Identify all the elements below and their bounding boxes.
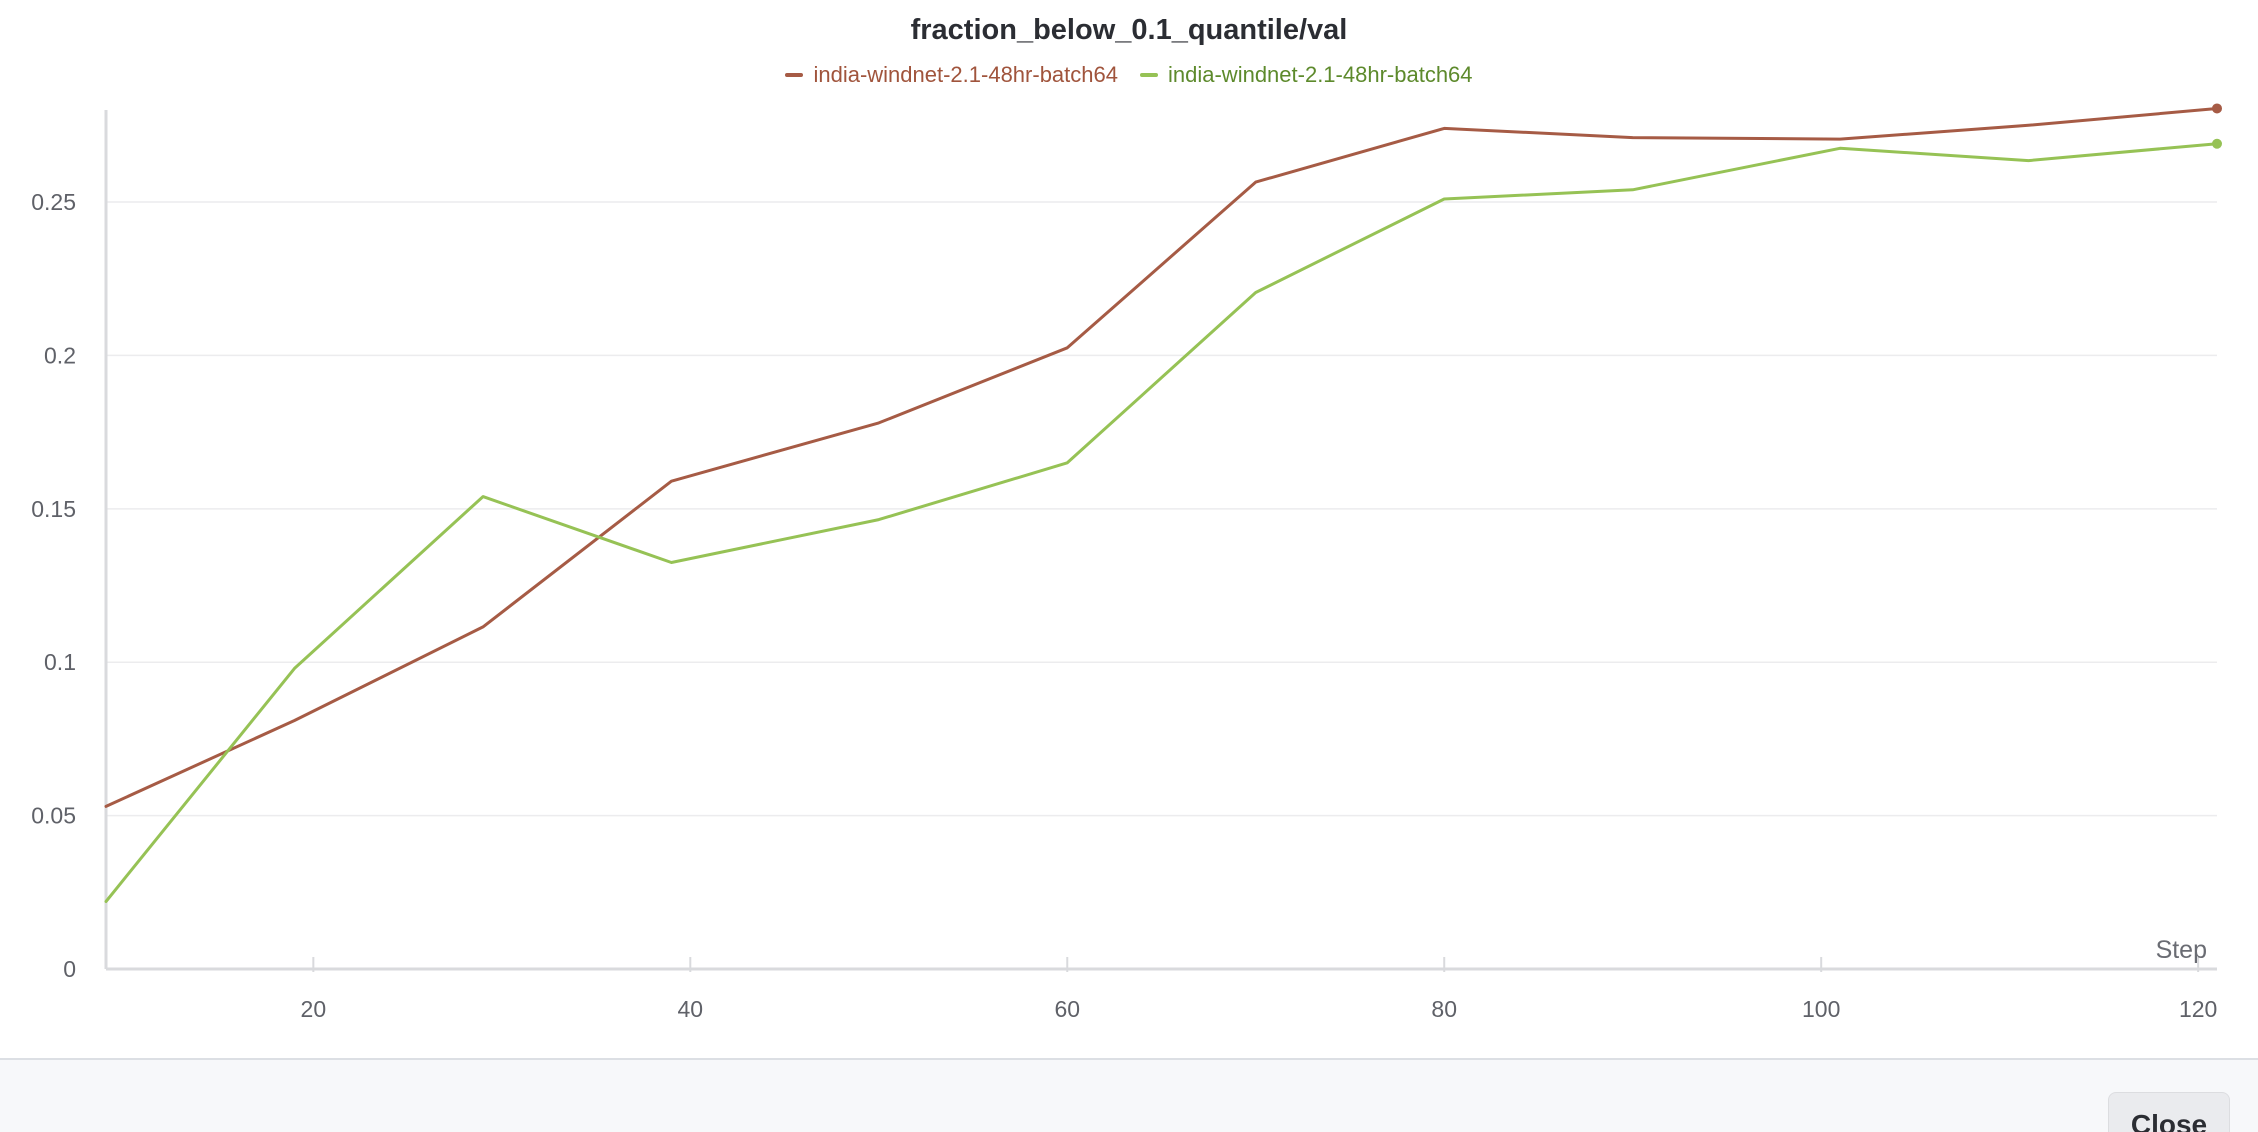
legend-swatch [1140, 73, 1158, 77]
x-tick-label: 40 [677, 996, 703, 1022]
legend-label: india-windnet-2.1-48hr-batch64 [1168, 62, 1473, 87]
x-tick-label: 80 [1431, 996, 1457, 1022]
y-tick-label: 0.25 [31, 189, 76, 215]
x-tick-label: 60 [1054, 996, 1080, 1022]
y-tick-label: 0.05 [31, 803, 76, 829]
series-end-point-2 [2212, 138, 2222, 149]
y-tick-label: 0 [63, 956, 76, 982]
legend: india-windnet-2.1-48hr-batch64 india-win… [0, 62, 2258, 88]
x-tick-label: 20 [301, 996, 327, 1022]
legend-item-series-2[interactable]: india-windnet-2.1-48hr-batch64 [1140, 62, 1473, 88]
x-tick-label: 100 [1802, 996, 1840, 1022]
legend-label: india-windnet-2.1-48hr-batch64 [813, 62, 1118, 87]
series-line-1 [104, 107, 2219, 808]
modal-footer: Close [0, 1058, 2258, 1132]
x-axis-label: Step [2156, 936, 2207, 964]
chart-panel: fraction_below_0.1_quantile/val india-wi… [0, 0, 2258, 1058]
series-end-point-1 [2212, 103, 2222, 114]
series-line-2 [104, 142, 2219, 903]
chart-title: fraction_below_0.1_quantile/val [910, 14, 1348, 46]
close-button[interactable]: Close [2108, 1092, 2230, 1132]
y-tick-label: 0.15 [31, 496, 76, 522]
line-chart[interactable]: 0 0.05 0.1 0.15 0.2 0.25 20 40 60 80 100 120 Step [0, 0, 2258, 1058]
y-tick-label: 0.2 [44, 342, 76, 368]
legend-swatch [785, 73, 804, 77]
legend-item-series-1[interactable]: india-windnet-2.1-48hr-batch64 [785, 62, 1118, 88]
y-tick-label: 0.1 [44, 649, 76, 675]
x-tick-label: 120 [2179, 996, 2217, 1022]
